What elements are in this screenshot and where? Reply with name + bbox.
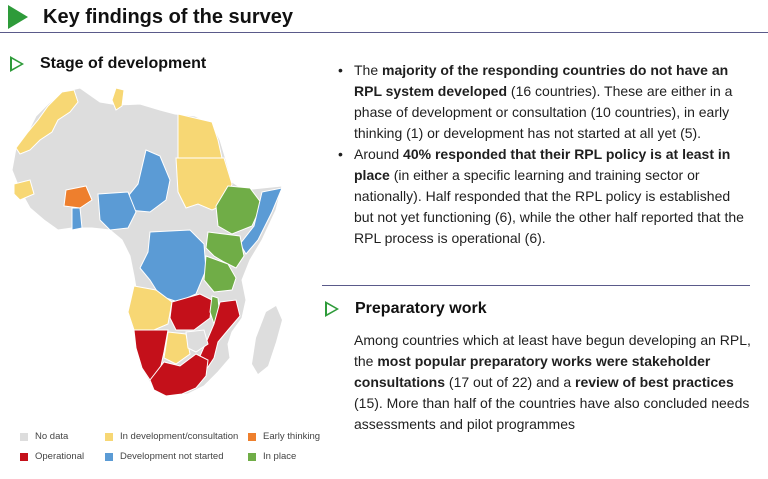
legend-label-in-development: In development/consultation: [120, 431, 239, 442]
prep-paragraph: Among countries which at least have begu…: [354, 330, 754, 435]
legend-swatch-not-started: [105, 452, 113, 461]
bullet1-text-a: The: [354, 62, 383, 78]
finding-bullet-1: The majority of the responding countries…: [338, 60, 748, 144]
map-country-burkina-faso: [63, 185, 93, 209]
legend-in-place: In place: [248, 451, 296, 462]
map-country-mozambique: [199, 299, 241, 372]
map-country-zimbabwe: [185, 329, 209, 353]
map-madagascar: [252, 306, 282, 374]
map-country-sudan: [175, 157, 233, 211]
bullet1-text-c: (16 countries). These are either in a ph…: [354, 83, 733, 141]
map-country-south-africa: [149, 353, 209, 397]
title-triangle-icon: [8, 5, 28, 29]
map-country-senegal: [13, 179, 35, 201]
bullet2-text-bold: 40% responded that their RPL policy is a…: [354, 146, 731, 183]
map-country-nigeria: [97, 191, 137, 231]
para-text-a: Among countries which at least have begu…: [354, 332, 751, 369]
legend-not-started: Development not started: [105, 451, 224, 462]
map-country-egypt: [177, 113, 223, 159]
legend-swatch-in-place: [248, 452, 256, 461]
prep-heading: Preparatory work: [355, 300, 487, 317]
legend-early-thinking: Early thinking: [248, 431, 320, 442]
finding-bullet-2: Around 40% responded that their RPL poli…: [338, 144, 748, 249]
map-country-kenya: [205, 231, 245, 269]
map-country-tanzania: [203, 255, 237, 293]
stage-heading: Stage of development: [40, 55, 207, 72]
para-text-bold-2: review of best practices: [575, 374, 734, 390]
legend-swatch-early-thinking: [248, 432, 256, 441]
findings-list: The majority of the responding countries…: [338, 60, 748, 249]
map-country-morocco: [15, 89, 79, 155]
para-text-e: (15). More than half of the countries ha…: [354, 395, 750, 432]
para-text-bold-1: most popular preparatory works were stak…: [354, 353, 711, 390]
legend-label-in-place: In place: [263, 451, 297, 462]
legend-operational: Operational: [20, 451, 84, 462]
map-country-tunisia: [111, 87, 125, 111]
para-text-c: (17 out of 22) and a: [445, 374, 575, 390]
title-divider: [0, 32, 768, 33]
bullet1-text-bold: majority of the responding countries do …: [354, 62, 729, 99]
bullet2-text-a: Around: [354, 146, 404, 162]
prep-triangle-icon: [325, 301, 339, 317]
page-header: Key findings of the survey: [8, 4, 293, 30]
map-country-botswana: [163, 331, 191, 365]
legend-no-data: No data: [20, 431, 68, 442]
legend-swatch-no-data: [20, 432, 28, 441]
legend-in-development: In development/consultation: [105, 431, 238, 442]
bullet2-text-c: (in either a specific learning and train…: [354, 167, 744, 246]
legend-swatch-in-development: [105, 432, 113, 441]
map-country-niger: [119, 149, 171, 213]
map-country-somalia: [239, 187, 283, 255]
map-country-zambia: [169, 293, 213, 331]
prep-section-header: Preparatory work: [325, 300, 487, 318]
legend-label-early-thinking: Early thinking: [263, 431, 321, 442]
legend-label-not-started: Development not started: [120, 451, 224, 462]
section-divider: [322, 285, 750, 286]
africa-map: [11, 87, 283, 397]
stage-triangle-icon: [10, 56, 24, 72]
page-title: Key findings of the survey: [43, 5, 294, 28]
legend-label-no-data: No data: [35, 431, 69, 442]
map-country-angola: [127, 285, 173, 331]
stage-section-header: Stage of development: [10, 55, 206, 73]
legend-swatch-operational: [20, 452, 28, 461]
legend-label-operational: Operational: [35, 451, 85, 462]
map-country-ghana: [71, 207, 83, 231]
map-country-ethiopia: [215, 185, 263, 235]
